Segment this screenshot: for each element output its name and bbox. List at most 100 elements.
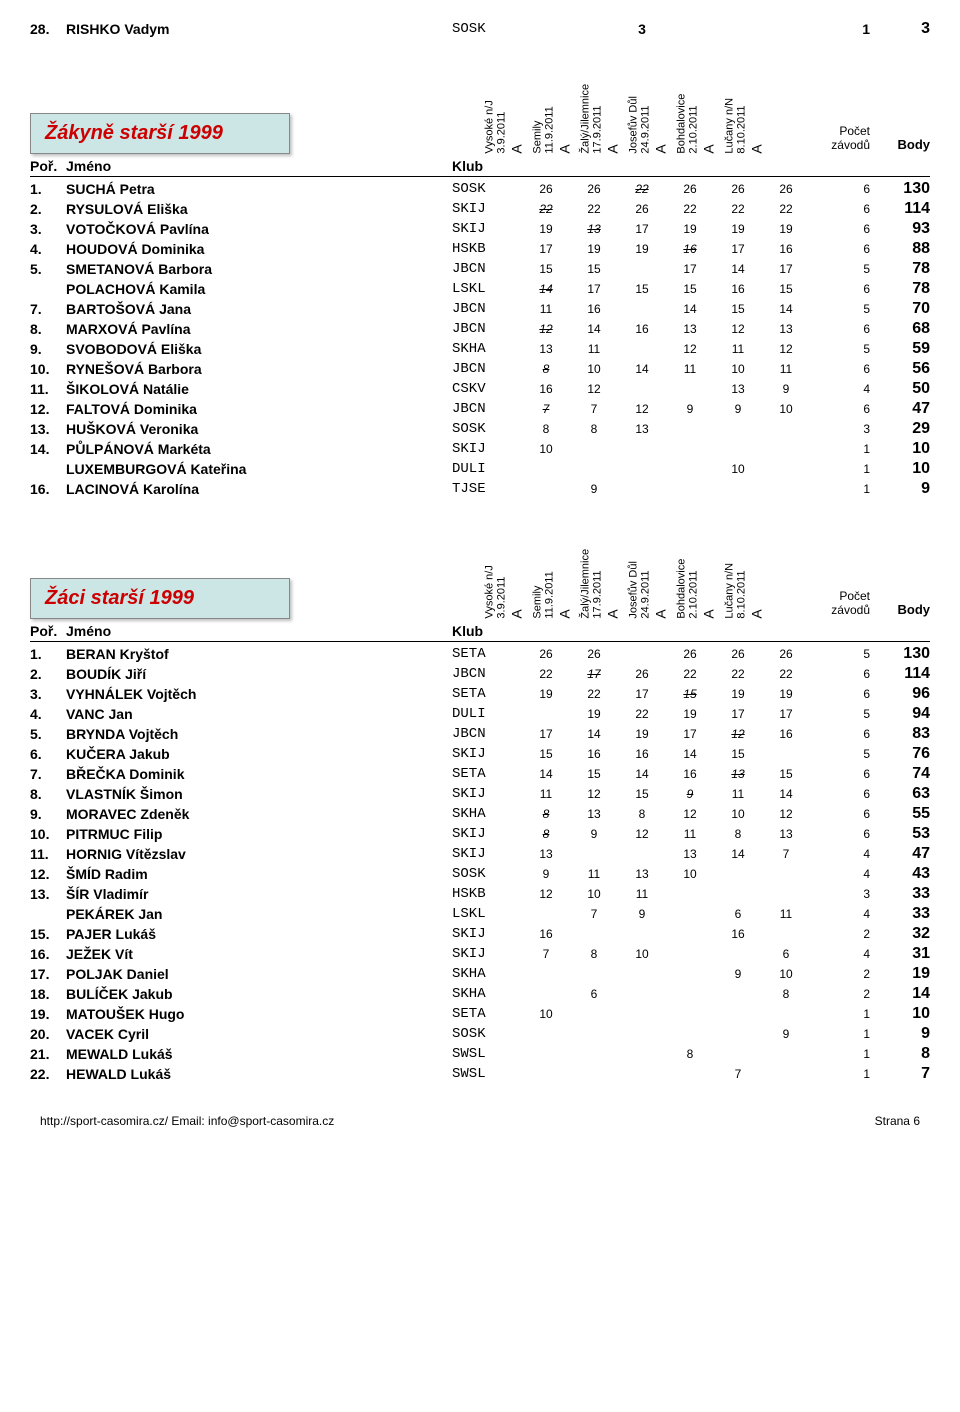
score-cell	[714, 1027, 762, 1041]
club-code: SKIJ	[452, 826, 522, 842]
place: 16.	[30, 481, 66, 497]
score-columns: 10	[522, 1007, 810, 1021]
score-cell: 8	[762, 987, 810, 1001]
score-cell: 8	[666, 1047, 714, 1061]
score-cell	[762, 1047, 810, 1061]
score-cell: 17	[714, 707, 762, 721]
score-cell: 15	[522, 262, 570, 276]
score-cell	[666, 21, 714, 37]
body-header: Body	[870, 137, 930, 154]
club-code: SKIJ	[452, 221, 522, 237]
table-row: 6.KUČERA JakubSKIJ1516161415576	[30, 744, 930, 764]
score-cell: 9	[666, 402, 714, 416]
score-columns: 910	[522, 967, 810, 981]
score-cell	[618, 927, 666, 941]
body-total: 53	[870, 825, 930, 843]
score-columns: 1516161415	[522, 747, 810, 761]
score-cell	[666, 947, 714, 961]
athlete-name: ŠMÍD Radim	[66, 866, 452, 882]
count-header: Početzávodů	[810, 589, 870, 619]
race-count: 6	[810, 182, 870, 196]
place: 18.	[30, 986, 66, 1002]
score-cell: 16	[762, 727, 810, 741]
score-cell: 12	[522, 322, 570, 336]
score-cell: 26	[714, 182, 762, 196]
place: 16.	[30, 946, 66, 962]
club-code: SKIJ	[452, 926, 522, 942]
score-cell: 12	[618, 402, 666, 416]
place: 3.	[30, 686, 66, 702]
body-total: 14	[870, 985, 930, 1003]
race-count: 2	[810, 987, 870, 1001]
club-code: SOSK	[452, 21, 522, 37]
body-total: 93	[870, 220, 930, 238]
body-total: 32	[870, 925, 930, 943]
score-cell	[714, 947, 762, 961]
score-cell: 11	[570, 867, 618, 881]
club-label: Klub	[452, 623, 522, 639]
score-cell	[666, 462, 714, 476]
score-cell	[666, 382, 714, 396]
table-row: 7.BŘEČKA DominikSETA141514161315674	[30, 764, 930, 784]
score-cell: 13	[618, 867, 666, 881]
score-cell: 17	[618, 222, 666, 236]
score-cell	[570, 1047, 618, 1061]
score-cell: 17	[618, 687, 666, 701]
score-cell: 13	[666, 847, 714, 861]
score-columns: 10	[522, 442, 810, 456]
race-count: 4	[810, 867, 870, 881]
score-cell	[570, 847, 618, 861]
score-cell: 17	[522, 727, 570, 741]
score-cell	[762, 867, 810, 881]
score-cell: 22	[618, 182, 666, 196]
score-cell	[522, 987, 570, 1001]
club-code: SKIJ	[452, 846, 522, 862]
table-row: 9.MORAVEC ZdeněkSKHA8138121012655	[30, 804, 930, 824]
body-total: 9	[870, 480, 930, 498]
place: 9.	[30, 806, 66, 822]
score-columns: 1116141514	[522, 302, 810, 316]
score-cell: 14	[762, 787, 810, 801]
place-label: Poř.	[30, 158, 66, 174]
club-code: JBCN	[452, 261, 522, 277]
race-count: 1	[810, 1007, 870, 1021]
place: 2.	[30, 666, 66, 682]
score-cell: 26	[762, 182, 810, 196]
table-row: 5.SMETANOVÁ BarboraJBCN1515171417578	[30, 259, 930, 279]
body-total: 8	[870, 1045, 930, 1063]
table-row: 1.SUCHÁ PetraSOSK2626222626266130	[30, 179, 930, 199]
club-code: SWSL	[452, 1066, 522, 1082]
score-cell: 17	[522, 242, 570, 256]
club-code: SKHA	[452, 966, 522, 982]
body-total: 19	[870, 965, 930, 983]
race-count: 4	[810, 847, 870, 861]
race-count: 6	[810, 767, 870, 781]
athlete-name: PAJER Lukáš	[66, 926, 452, 942]
race-count: 2	[810, 927, 870, 941]
table-row: 8.MARXOVÁ PavlínaJBCN121416131213668	[30, 319, 930, 339]
score-columns: 9111310	[522, 867, 810, 881]
score-cell: 9	[522, 867, 570, 881]
race-count: 1	[810, 1067, 870, 1081]
table-header-row: Poř. Jméno Klub	[30, 156, 930, 177]
score-cell	[762, 1067, 810, 1081]
score-cell: 11	[522, 302, 570, 316]
score-cell: 12	[618, 827, 666, 841]
score-cell: 19	[570, 707, 618, 721]
race-count: 5	[810, 302, 870, 316]
score-cell: 12	[714, 322, 762, 336]
score-columns: 1922191717	[522, 707, 810, 721]
body-total: 88	[870, 240, 930, 258]
club-code: JBCN	[452, 301, 522, 317]
score-cell: 19	[762, 687, 810, 701]
score-cell: 22	[714, 667, 762, 681]
score-cell: 17	[570, 282, 618, 296]
score-cell	[570, 21, 618, 37]
club-code: SOSK	[452, 1026, 522, 1042]
score-cell: 7	[570, 402, 618, 416]
club-code: LSKL	[452, 281, 522, 297]
score-cell: 6	[570, 987, 618, 1001]
body-total: 7	[870, 1065, 930, 1083]
score-cell	[762, 462, 810, 476]
score-cell	[570, 927, 618, 941]
